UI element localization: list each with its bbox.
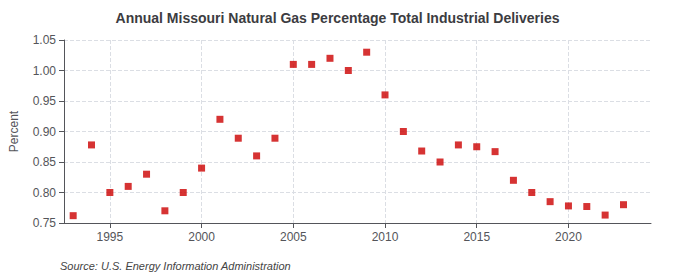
svg-text:Source: U.S. Energy Informatio: Source: U.S. Energy Information Administ… [60,260,291,272]
svg-text:Percent: Percent [7,110,21,152]
svg-text:2015: 2015 [463,230,490,244]
svg-text:0.95: 0.95 [33,94,57,108]
svg-text:2000: 2000 [188,230,215,244]
svg-text:2010: 2010 [372,230,399,244]
svg-text:2005: 2005 [280,230,307,244]
svg-text:0.75: 0.75 [33,216,57,230]
svg-text:Annual Missouri Natural Gas Pe: Annual Missouri Natural Gas Percentage T… [116,10,560,26]
svg-text:1995: 1995 [97,230,124,244]
svg-text:2020: 2020 [555,230,582,244]
svg-text:0.80: 0.80 [33,186,57,200]
svg-text:0.90: 0.90 [33,125,57,139]
svg-text:1.00: 1.00 [33,64,57,78]
svg-text:1.05: 1.05 [33,33,57,47]
svg-text:0.85: 0.85 [33,155,57,169]
